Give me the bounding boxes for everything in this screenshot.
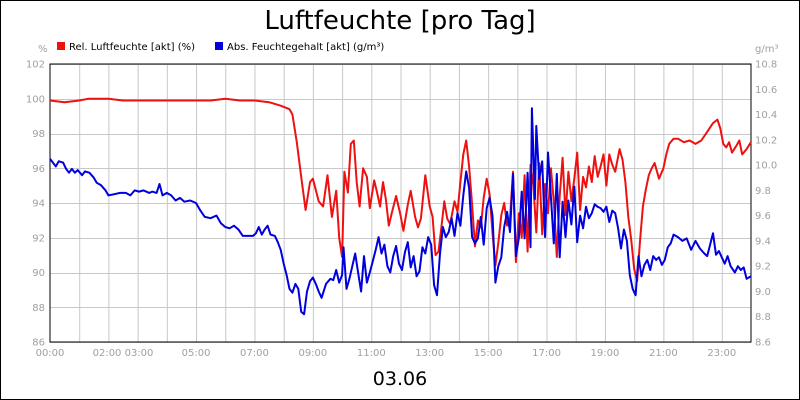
- grid-layer: [50, 64, 751, 343]
- legend-swatch-rel: [57, 42, 65, 50]
- axis-layer: 86 88 90 92 94 96 98 100 102 8.6 8.8 9.0 9.2 9.4 9.6 9.…: [26, 60, 777, 360]
- legend-swatch-abs: [215, 42, 223, 50]
- y-right-tick-label: 10.2: [755, 135, 777, 146]
- y-left-tick-label: 102: [26, 60, 45, 71]
- x-tick-label: 23:00: [707, 348, 736, 359]
- date-label: 03.06: [373, 368, 427, 390]
- x-tick-label: 05:00: [182, 348, 211, 359]
- plot-area: [49, 63, 752, 343]
- y-left-tick-label: 86: [32, 338, 45, 349]
- x-tick-label: 11:00: [357, 348, 386, 359]
- series-layer: [49, 97, 752, 316]
- legend-label-rel: Rel. Luftfeuchte [akt] (%): [69, 42, 195, 53]
- y-right-tick-label: 9.2: [755, 262, 771, 273]
- x-tick-label: 00:00: [36, 348, 65, 359]
- y-right-tick-label: 10.6: [755, 85, 777, 96]
- legend-label-abs: Abs. Feuchtegehalt [akt] (g/m³): [227, 42, 384, 53]
- y-right-tick-label: 9.6: [755, 211, 771, 222]
- left-axis-unit: %: [38, 44, 48, 55]
- y-left-tick-label: 92: [32, 233, 45, 244]
- y-left-tick-label: 90: [32, 268, 45, 279]
- x-tick-label: 07:00: [240, 348, 269, 359]
- x-tick-label: 09:00: [298, 348, 327, 359]
- y-left-tick-label: 96: [32, 164, 45, 175]
- y-left-tick-label: 88: [32, 303, 45, 314]
- x-tick-label: 17:00: [532, 348, 561, 359]
- y-left-tick-label: 98: [32, 129, 45, 140]
- y-right-tick-label: 8.8: [755, 312, 771, 323]
- y-right-tick-label: 10.8: [755, 60, 777, 71]
- chart-title: Luftfeuchte [pro Tag]: [264, 6, 535, 36]
- x-tick-label: 02:00 03:00: [93, 348, 154, 359]
- x-tick-label: 21:00: [649, 348, 678, 359]
- y-right-tick-label: 10.4: [755, 110, 777, 121]
- y-left-tick-label: 100: [26, 94, 45, 105]
- x-tick-label: 15:00: [474, 348, 503, 359]
- y-right-tick-label: 8.6: [755, 338, 771, 349]
- y-right-tick-label: 10.0: [755, 161, 777, 172]
- y-right-tick-label: 9.0: [755, 287, 771, 298]
- right-axis-unit: g/m³: [755, 44, 778, 55]
- y-right-tick-label: 9.8: [755, 186, 771, 197]
- series-line-abs-humidity: [49, 107, 752, 316]
- y-left-tick-label: 94: [32, 199, 45, 210]
- x-tick-label: 13:00: [415, 348, 444, 359]
- x-tick-label: 19:00: [591, 348, 620, 359]
- y-right-tick-label: 9.4: [755, 236, 771, 247]
